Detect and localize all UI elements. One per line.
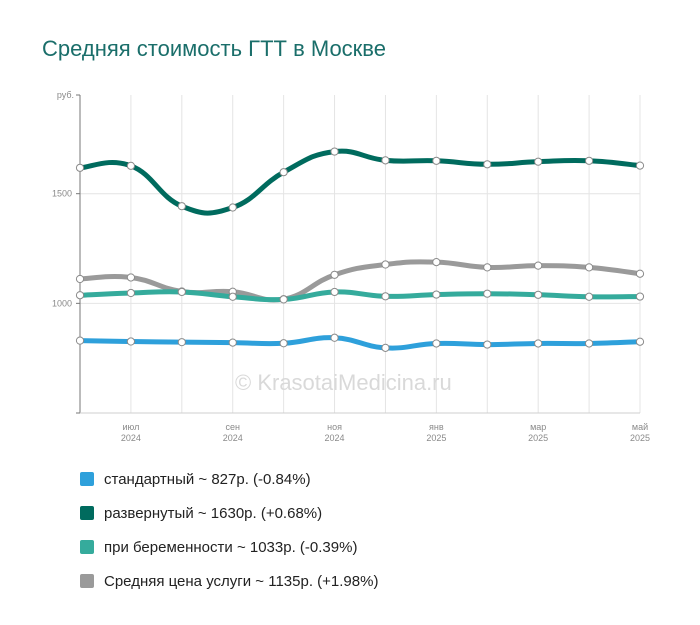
data-point-standard: [330, 333, 339, 342]
legend-swatch-standard: [80, 472, 94, 486]
x-tick-label-month: сен: [225, 422, 240, 432]
x-tick-label-month: июл: [122, 422, 139, 432]
legend-label-average: Средняя цена услуги ~ 1135р. (+1.98%): [104, 572, 379, 590]
x-tick-label-year: 2025: [630, 433, 650, 443]
data-point-average: [432, 258, 441, 267]
legend-swatch-extended: [80, 506, 94, 520]
legend-item-pregnancy[interactable]: при беременности ~ 1033р. (-0.39%): [80, 530, 378, 564]
data-point-extended: [75, 163, 85, 172]
data-point-extended: [330, 147, 339, 156]
line-chart: руб.10001500июл2024сен2024ноя2024янв2025…: [52, 90, 650, 443]
data-point-pregnancy: [584, 292, 594, 301]
data-point-pregnancy: [279, 295, 288, 304]
data-point-pregnancy: [330, 287, 339, 297]
legend: стандартный ~ 827р. (-0.84%) развернутый…: [80, 462, 378, 598]
x-tick-label-year: 2024: [325, 433, 345, 443]
data-point-extended: [584, 156, 594, 165]
series-line-standard: [77, 335, 643, 351]
data-point-average: [635, 269, 645, 278]
data-point-average: [75, 274, 85, 284]
data-point-pregnancy: [177, 287, 186, 297]
series-line-pregnancy: [77, 289, 643, 303]
legend-label-pregnancy: при беременности ~ 1033р. (-0.39%): [104, 538, 358, 556]
data-point-standard: [432, 339, 441, 348]
data-point-extended: [279, 168, 288, 177]
y-tick-label: 1500: [52, 189, 72, 199]
data-point-extended: [534, 157, 543, 166]
x-tick-label-year: 2024: [121, 433, 141, 443]
data-point-standard: [228, 338, 237, 347]
legend-item-average[interactable]: Средняя цена услуги ~ 1135р. (+1.98%): [80, 564, 378, 598]
data-point-average: [381, 260, 390, 269]
data-point-pregnancy: [635, 292, 645, 301]
data-point-pregnancy: [381, 292, 390, 301]
data-point-pregnancy: [126, 288, 136, 298]
data-point-standard: [381, 343, 390, 352]
data-point-average: [330, 270, 339, 279]
data-point-standard: [635, 337, 645, 346]
legend-label-extended: развернутый ~ 1630р. (+0.68%): [104, 504, 323, 522]
x-tick-label-month: май: [632, 422, 648, 432]
data-point-standard: [177, 338, 186, 347]
legend-item-extended[interactable]: развернутый ~ 1630р. (+0.68%): [80, 496, 378, 530]
y-tick-label: 1000: [52, 298, 72, 308]
x-tick-label-month: ноя: [327, 422, 342, 432]
data-point-standard: [584, 339, 594, 348]
series-line-extended: [77, 148, 643, 216]
legend-swatch-pregnancy: [80, 540, 94, 554]
data-point-standard: [75, 336, 85, 345]
watermark: © KrasotaiMedicina.ru: [235, 370, 452, 395]
x-tick-label-month: янв: [429, 422, 444, 432]
data-point-extended: [381, 156, 390, 165]
data-point-extended: [177, 202, 186, 211]
x-tick-label-month: мар: [530, 422, 546, 432]
data-point-extended: [635, 161, 645, 170]
y-unit-label: руб.: [57, 90, 74, 100]
data-point-extended: [483, 160, 492, 169]
x-tick-label-year: 2025: [426, 433, 446, 443]
data-point-average: [126, 273, 136, 282]
data-point-standard: [483, 340, 492, 349]
legend-swatch-average: [80, 574, 94, 588]
data-point-pregnancy: [432, 290, 441, 299]
data-point-extended: [228, 203, 237, 212]
data-point-pregnancy: [75, 291, 85, 300]
data-point-average: [534, 261, 543, 270]
data-point-average: [483, 263, 492, 272]
data-point-standard: [534, 339, 543, 348]
chart-title: Средняя стоимость ГТТ в Москве: [42, 36, 386, 61]
x-tick-label-year: 2024: [223, 433, 243, 443]
legend-label-standard: стандартный ~ 827р. (-0.84%): [104, 470, 311, 488]
data-point-pregnancy: [483, 289, 492, 298]
data-point-standard: [126, 337, 136, 346]
data-point-pregnancy: [534, 290, 543, 299]
x-tick-label-year: 2025: [528, 433, 548, 443]
data-point-standard: [279, 339, 288, 348]
data-point-average: [584, 263, 594, 272]
data-point-pregnancy: [228, 292, 237, 301]
data-point-extended: [126, 161, 136, 170]
legend-item-standard[interactable]: стандартный ~ 827р. (-0.84%): [80, 462, 378, 496]
data-point-extended: [432, 156, 441, 165]
